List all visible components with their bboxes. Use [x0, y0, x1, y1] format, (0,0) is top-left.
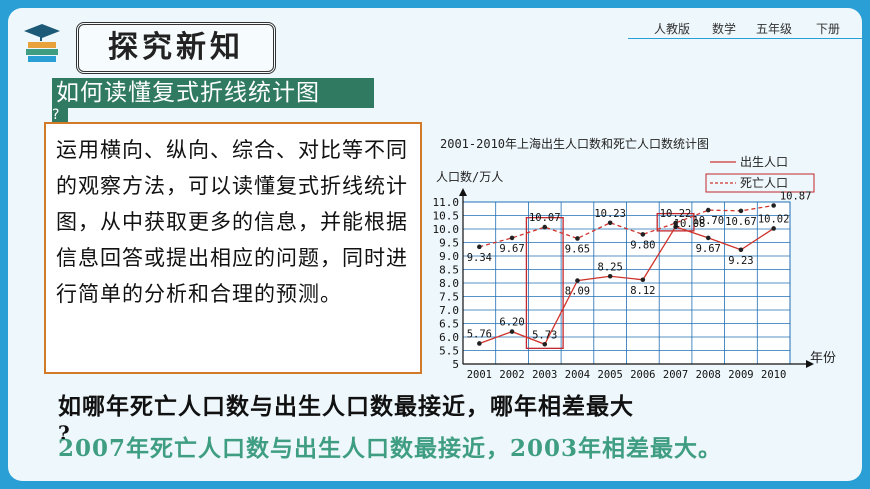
- data-point: [705, 207, 711, 213]
- data-label: 10.70: [692, 215, 724, 227]
- data-label: 10.02: [758, 213, 790, 225]
- header-divider: [628, 38, 862, 39]
- y-tick-label: 7.0: [439, 304, 459, 317]
- x-tick-label: 2009: [728, 369, 753, 381]
- data-label: 10.08: [674, 218, 706, 230]
- data-label: 5.76: [467, 328, 492, 340]
- x-tick-label: 2004: [565, 369, 590, 381]
- data-point: [640, 232, 646, 237]
- data-point: [477, 244, 482, 250]
- y-axis-arrow: [459, 188, 467, 196]
- y-tick-label: 5.5: [439, 345, 459, 358]
- books-logo-icon: [24, 24, 60, 62]
- data-label: 9.34: [467, 252, 492, 264]
- data-label: 9.23: [728, 255, 753, 267]
- data-label: 10.23: [594, 208, 626, 220]
- x-tick-label: 2001: [467, 369, 492, 381]
- subject-label: 数学: [712, 22, 737, 36]
- y-tick-label: 6.0: [439, 331, 459, 344]
- x-tick-label: 2007: [663, 369, 688, 381]
- data-point: [509, 329, 515, 334]
- y-tick-label: 10.5: [433, 210, 460, 223]
- data-label: 9.67: [696, 243, 721, 255]
- data-label: 9.80: [630, 239, 655, 251]
- y-tick-label: 9.0: [439, 250, 459, 263]
- x-axis-label: 年份: [810, 351, 836, 366]
- legend-label-1: 死亡人口: [740, 176, 788, 190]
- data-label: 5.73: [532, 329, 557, 341]
- x-tick-label: 2008: [696, 369, 721, 381]
- data-point: [673, 224, 678, 230]
- data-point: [771, 226, 776, 231]
- y-tick-label: 11.0: [433, 196, 460, 209]
- series-line-0: [479, 226, 775, 346]
- series-line-1: [479, 204, 774, 248]
- x-tick-label: 2010: [761, 369, 786, 381]
- y-tick-label: 8.5: [439, 264, 459, 277]
- data-label: 8.09: [565, 286, 590, 298]
- legend-highlight-box: [705, 173, 815, 193]
- y-tick-label: 8.0: [439, 277, 459, 290]
- publisher-label: 人教版: [654, 22, 691, 36]
- legend-label-0: 出生人口: [740, 155, 788, 169]
- question-text: 如哪年死亡人口数与出生人口数最接近，哪年相差最大: [58, 393, 634, 420]
- y-tick-label: 5: [452, 358, 459, 371]
- y-tick-label: 9.5: [439, 237, 459, 250]
- question-banner: 如何读懂复式折线统计图: [52, 78, 374, 108]
- y-axis-label: 人口数/万人: [436, 169, 503, 184]
- data-label: 10.67: [725, 216, 757, 228]
- title-box: [76, 22, 276, 74]
- data-point: [607, 273, 613, 279]
- data-point: [705, 235, 711, 241]
- data-point: [607, 220, 613, 226]
- data-point: [542, 224, 548, 230]
- data-point: [738, 208, 744, 214]
- data-point: [575, 236, 580, 241]
- x-tick-label: 2006: [630, 369, 655, 381]
- data-point: [738, 247, 744, 253]
- data-label: 6.20: [499, 317, 524, 329]
- data-point: [673, 220, 678, 226]
- x-axis-arrow: [806, 360, 814, 368]
- y-tick-label: 6.5: [439, 318, 459, 331]
- data-point: [575, 278, 580, 283]
- chart-svg: 2001-2010年上海出生人口数和死亡人口数统计图人口数/万人55.56.06…: [433, 136, 837, 381]
- data-label: 9.65: [565, 243, 590, 255]
- y-tick-label: 7.5: [439, 291, 459, 304]
- page-title: 探究新知: [108, 30, 244, 65]
- chart-title: 2001-2010年上海出生人口数和死亡人口数统计图: [440, 136, 709, 151]
- volume-label: 下册: [816, 22, 841, 36]
- data-label: 8.12: [630, 285, 655, 297]
- data-point: [477, 341, 482, 346]
- data-label: 9.67: [499, 243, 524, 255]
- method-text-box: 运用横向、纵向、综合、对比等不同的观察方法，可以读懂复式折线统计图，从中获取更多…: [44, 122, 422, 374]
- highlight-box-2003: [525, 217, 564, 349]
- data-point: [640, 277, 646, 283]
- x-tick-label: 2002: [499, 369, 524, 381]
- grade-label: 五年级: [756, 22, 793, 36]
- data-label: 8.25: [598, 261, 623, 273]
- data-label: 10.07: [529, 212, 561, 224]
- answer-text: 2007年死亡人口数与出生人口数最接近，2003年相差最大。: [58, 435, 723, 462]
- question-banner-tail: ?: [52, 108, 68, 122]
- data-label: 10.22: [660, 208, 692, 220]
- highlight-box-2007: [656, 212, 695, 232]
- x-tick-label: 2005: [598, 369, 623, 381]
- question-tail: ?: [58, 421, 70, 445]
- data-point: [771, 203, 776, 208]
- y-tick-label: 10.0: [433, 223, 460, 236]
- slide-frame: 探究新知 人教版 数学 五年级 下册 如何读懂复式折线统计图 ? 运用横向、纵向…: [8, 8, 862, 481]
- data-point: [542, 341, 548, 347]
- x-tick-label: 2003: [532, 369, 557, 381]
- line-chart: 2001-2010年上海出生人口数和死亡人口数统计图 人口数/万人 5 5.5 6.0 6…: [428, 126, 862, 386]
- data-label: 10.87: [780, 191, 812, 203]
- data-point: [509, 235, 515, 241]
